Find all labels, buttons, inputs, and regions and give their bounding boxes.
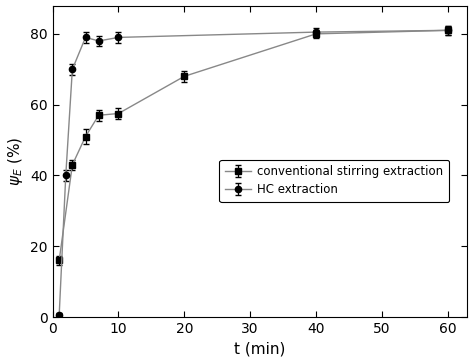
Legend: conventional stirring extraction, HC extraction: conventional stirring extraction, HC ext… — [219, 160, 449, 202]
X-axis label: t (min): t (min) — [234, 341, 286, 357]
Y-axis label: $\psi_E$ (%): $\psi_E$ (%) — [6, 137, 25, 186]
